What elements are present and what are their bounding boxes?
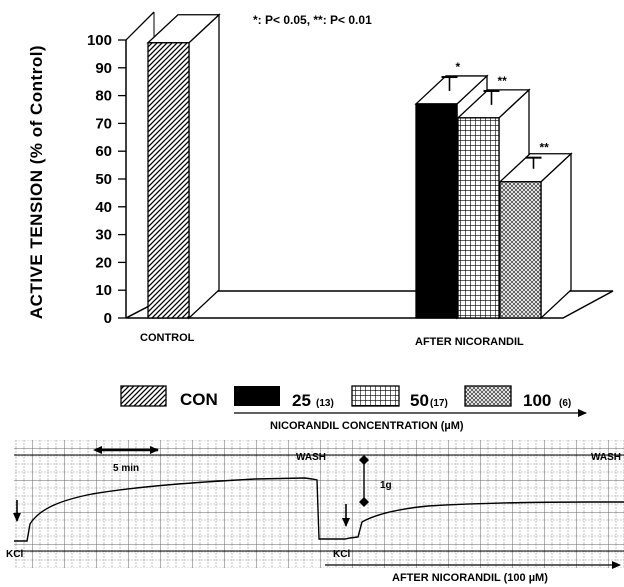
tension-trace-line bbox=[14, 477, 624, 542]
kcl-label-2: KCl bbox=[333, 549, 350, 560]
bar-100: ** bbox=[498, 141, 573, 320]
y-tick-label: 20 bbox=[95, 254, 112, 271]
significance-marker: ** bbox=[498, 74, 508, 88]
kcl-label-1: KCl bbox=[6, 549, 23, 560]
bar-side bbox=[188, 13, 220, 320]
after-nicorandil-label: AFTER NICORANDIL (100 µM) bbox=[392, 572, 548, 584]
bar-con bbox=[146, 13, 221, 320]
y-tick-label: 80 bbox=[95, 88, 112, 105]
legend-swatch-100 bbox=[464, 385, 512, 407]
bar-front bbox=[499, 181, 542, 319]
concentration-axis-label: NICORANDIL CONCENTRATION (µM) bbox=[270, 420, 464, 432]
legend-n-25: (13) bbox=[316, 398, 334, 409]
y-tick-label: 90 bbox=[95, 60, 112, 77]
y-tick-label: 10 bbox=[95, 282, 112, 299]
bars: ***** bbox=[146, 13, 573, 320]
legend-label-50: 50 bbox=[410, 391, 429, 410]
bar-front bbox=[147, 42, 190, 319]
y-tick-label: 50 bbox=[95, 171, 112, 188]
legend: CON 25 (13) 50 (17) 100 (6) NICORANDIL C… bbox=[120, 385, 587, 432]
tension-scale-label: 1g bbox=[380, 480, 392, 491]
chart-paper-grid bbox=[14, 440, 624, 568]
bar-front bbox=[415, 103, 458, 319]
y-tick-label: 30 bbox=[95, 227, 112, 244]
legend-n-100: (6) bbox=[559, 398, 571, 409]
significance-note: *: P< 0.05, **: P< 0.01 bbox=[253, 13, 372, 27]
legend-n-50: (17) bbox=[430, 398, 448, 409]
significance-marker: ** bbox=[540, 141, 550, 155]
y-tick-label: 70 bbox=[95, 115, 112, 132]
legend-swatch-con bbox=[120, 385, 167, 407]
legend-label-100: 100 bbox=[523, 391, 551, 410]
tension-recording: 5 min 1g WASH WASH KCl KCl AFTER NICORAN… bbox=[6, 440, 624, 584]
bar-front bbox=[457, 117, 500, 319]
category-label-after-nicorandil: AFTER NICORANDIL bbox=[415, 336, 524, 348]
significance-marker: * bbox=[456, 60, 461, 74]
wash-label-2: WASH bbox=[591, 452, 621, 463]
legend-label-25: 25 bbox=[292, 391, 311, 410]
y-ticks: 0 10 20 30 40 50 60 70 80 90 100 bbox=[87, 32, 126, 327]
legend-swatch-25 bbox=[234, 386, 280, 406]
legend-label-con: CON bbox=[180, 390, 218, 409]
legend-swatch-50 bbox=[351, 385, 400, 407]
y-tick-label: 0 bbox=[104, 310, 112, 327]
y-tick-label: 60 bbox=[95, 143, 112, 160]
back-depth-line bbox=[125, 11, 155, 41]
time-scale-label: 5 min bbox=[113, 463, 139, 474]
category-label-control: CONTROL bbox=[140, 332, 195, 344]
wash-label-1: WASH bbox=[296, 452, 326, 463]
y-tick-label: 100 bbox=[87, 32, 112, 49]
y-tick-label: 40 bbox=[95, 199, 112, 216]
y-axis-label: ACTIVE TENSION (% of Control) bbox=[27, 45, 46, 319]
